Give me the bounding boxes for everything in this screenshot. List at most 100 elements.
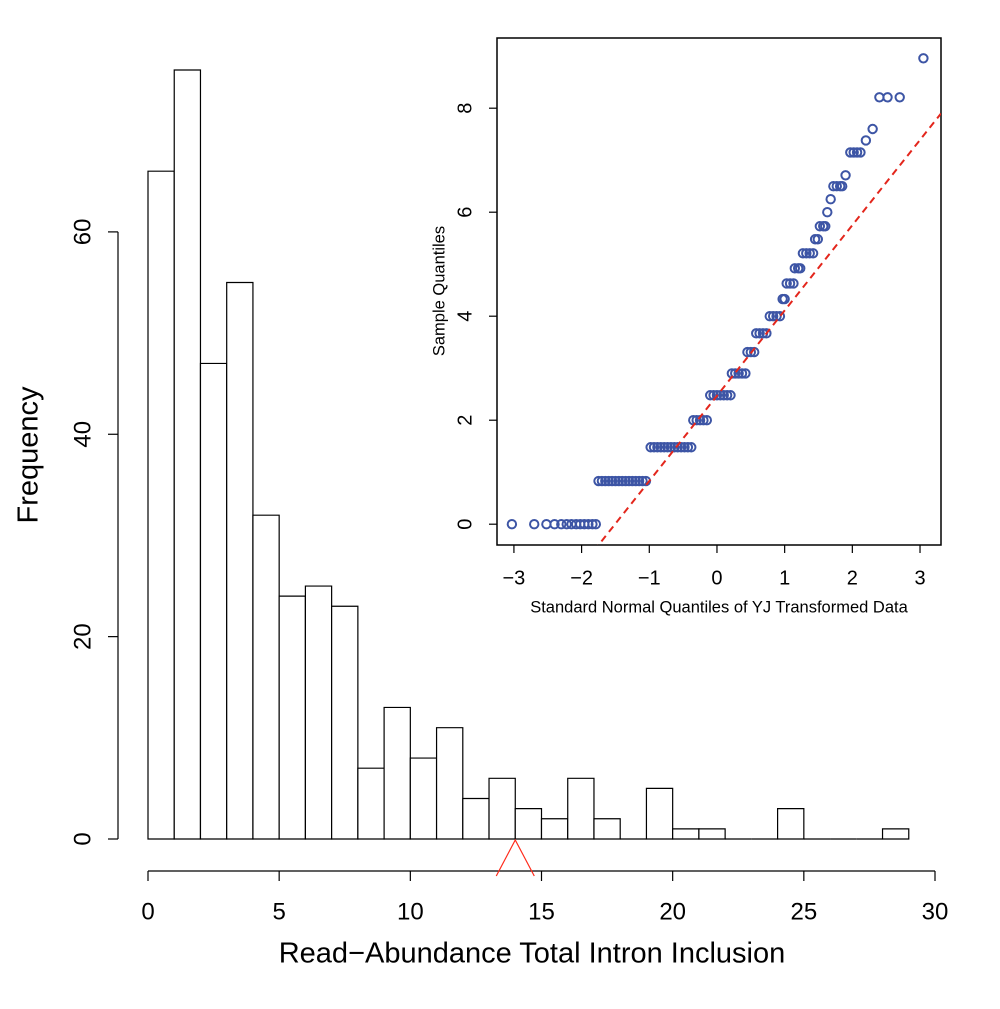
point [633, 475, 645, 487]
x-tick-label: 30 [922, 898, 949, 925]
point [795, 263, 806, 274]
point [851, 147, 863, 158]
point [627, 475, 638, 487]
bar [383, 706, 411, 840]
point [669, 442, 680, 453]
point [745, 346, 757, 358]
point [781, 278, 792, 289]
point [774, 311, 786, 322]
point [637, 475, 648, 487]
point [590, 519, 602, 530]
point [822, 207, 833, 218]
point [658, 442, 670, 453]
bar [462, 797, 490, 840]
point [836, 181, 848, 192]
bar [540, 818, 569, 840]
point [691, 415, 702, 426]
x-tick-label: 25 [790, 898, 817, 925]
point [784, 278, 796, 289]
point [603, 475, 614, 487]
y-tick-label: 40 [69, 421, 96, 448]
bar [278, 595, 306, 840]
point [549, 519, 560, 530]
point [831, 181, 842, 192]
x-tick-label: 3 [914, 567, 925, 589]
bar [357, 767, 385, 840]
y-tick-label: 0 [454, 519, 476, 530]
point [848, 147, 859, 158]
bar [331, 605, 359, 840]
point [665, 442, 677, 453]
point [596, 475, 608, 487]
point [672, 442, 683, 453]
bar [252, 514, 280, 840]
y-tick-label: 0 [69, 832, 96, 845]
point [801, 248, 812, 259]
x-tick-label: 20 [659, 898, 686, 925]
point [740, 368, 751, 379]
x-tick-label: 5 [272, 898, 285, 925]
bar [672, 828, 700, 840]
inset-x-axis-label: Standard Normal Quantiles of YJ Transfor… [530, 598, 908, 616]
x-tick-label: 1 [779, 567, 790, 589]
point [556, 519, 567, 530]
point [894, 92, 905, 103]
point [807, 248, 819, 259]
point [882, 92, 893, 103]
point [725, 390, 736, 401]
point [767, 311, 779, 322]
bar [304, 585, 333, 840]
point [648, 442, 660, 453]
x-axis-label: Read−Abundance Total Intron Inclusion [279, 938, 786, 970]
point [860, 135, 872, 146]
y-axis-label: Frequency [13, 386, 45, 524]
point [655, 442, 666, 453]
point [606, 475, 618, 487]
inset-frame [496, 37, 942, 546]
x-tick-label: 0 [141, 898, 154, 925]
point [797, 248, 809, 259]
x-tick-label: 15 [528, 898, 555, 925]
point [840, 170, 851, 181]
y-tick-label: 2 [454, 415, 476, 426]
bar [881, 828, 910, 840]
bar [435, 727, 464, 840]
y-tick-label: 6 [454, 207, 476, 218]
point [600, 475, 611, 487]
y-tick-label: 4 [454, 311, 476, 322]
y-tick-label: 8 [454, 103, 476, 114]
point [682, 442, 694, 453]
y-tick-label: 60 [69, 219, 96, 246]
bar [173, 69, 202, 840]
point [705, 390, 716, 401]
point [825, 194, 836, 205]
bar [199, 362, 228, 840]
point [736, 368, 748, 379]
point [630, 475, 641, 487]
bar [488, 777, 516, 840]
point [804, 248, 815, 259]
point [652, 442, 663, 453]
point [701, 415, 713, 426]
point [610, 475, 621, 487]
bar [645, 787, 674, 840]
bar [409, 757, 438, 840]
point [593, 475, 604, 487]
point [788, 278, 799, 289]
point [529, 519, 540, 530]
point [761, 328, 772, 339]
point [820, 221, 831, 232]
point [814, 221, 826, 232]
bar [226, 281, 254, 840]
point [718, 390, 729, 401]
point [686, 442, 697, 453]
point [561, 519, 572, 530]
y-tick-label: 20 [69, 623, 96, 650]
point [645, 442, 656, 453]
x-tick-label: 0 [711, 567, 722, 589]
bar [698, 828, 726, 840]
point [721, 390, 733, 401]
bar [777, 808, 805, 840]
x-tick-label: 10 [397, 898, 424, 925]
